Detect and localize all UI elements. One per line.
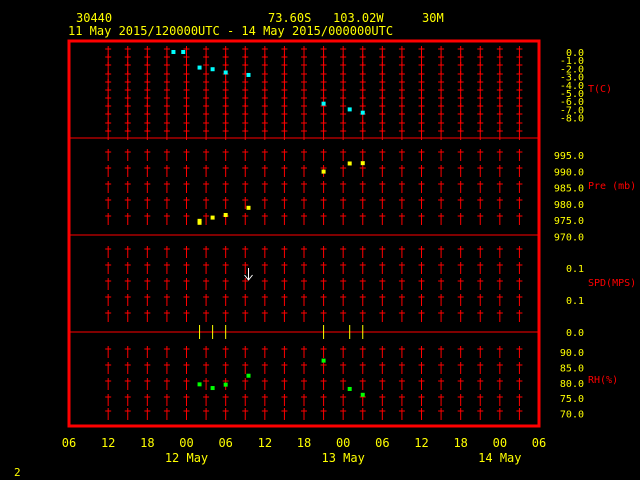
x-tick-label: 00 bbox=[179, 436, 193, 450]
x-date-label: 14 May bbox=[478, 451, 521, 465]
temperature-data-point bbox=[197, 65, 202, 70]
x-tick-label: 12 bbox=[258, 436, 272, 450]
pressure-data-point bbox=[210, 215, 215, 220]
temperature-data-point bbox=[321, 101, 326, 106]
humidity-data-point bbox=[246, 373, 251, 378]
x-tick-label: 06 bbox=[218, 436, 232, 450]
humidity-tick-label: 90.0 bbox=[560, 348, 584, 359]
humidity-tick-label: 75.0 bbox=[560, 394, 584, 405]
humidity-data-point bbox=[197, 382, 202, 387]
temperature-tick-label: -2.0 bbox=[560, 64, 584, 75]
wind-tick-label: 0.0 bbox=[566, 328, 584, 339]
panel-labels: T(C) Pre (mb) SPD(MPS) RH(%) bbox=[588, 84, 636, 386]
x-tick-label: 06 bbox=[375, 436, 389, 450]
temperature-panel-label: T(C) bbox=[588, 84, 612, 95]
station-location: 73.60S 103.02W bbox=[268, 11, 384, 25]
humidity-panel-label: RH(%) bbox=[588, 375, 618, 386]
station-id: 30440 bbox=[76, 11, 112, 25]
temperature-tick-label: -1.0 bbox=[560, 56, 584, 67]
temperature-data-point bbox=[171, 50, 176, 54]
pressure-tick-label: 995.0 bbox=[554, 151, 584, 162]
wind-tick-label: 0.1 bbox=[566, 296, 584, 307]
time-range: 11 May 2015/120000UTC - 14 May 2015/0000… bbox=[68, 24, 393, 38]
temperature-data-point bbox=[347, 107, 352, 112]
temperature-data-point bbox=[210, 67, 215, 72]
pressure-data-point bbox=[321, 169, 326, 174]
pressure-panel-label: Pre (mb) bbox=[588, 181, 636, 192]
temperature-tick-label: -8.0 bbox=[560, 114, 584, 125]
x-tick-label: 06 bbox=[62, 436, 76, 450]
x-tick-label: 18 bbox=[140, 436, 154, 450]
pressure-data-point bbox=[223, 212, 228, 217]
sampling-interval: 30M bbox=[422, 11, 444, 25]
data-marks bbox=[171, 50, 365, 397]
temperature-tick-label: -5.0 bbox=[560, 89, 584, 100]
x-date-label: 12 May bbox=[165, 451, 208, 465]
x-tick-label: 06 bbox=[532, 436, 546, 450]
x-tick-label: 00 bbox=[493, 436, 507, 450]
pressure-tick-label: 990.0 bbox=[554, 167, 584, 178]
x-axis-tick-labels: 06 12 18 00 06 12 18 00 06 12 18 00 06 bbox=[62, 436, 546, 450]
humidity-tick-label: 85.0 bbox=[560, 363, 584, 374]
temperature-tick-label: -6.0 bbox=[560, 97, 584, 108]
panel-separators bbox=[69, 137, 539, 333]
pressure-data-point bbox=[360, 161, 365, 166]
x-tick-label: 12 bbox=[101, 436, 115, 450]
x-tick-label: 18 bbox=[453, 436, 467, 450]
temperature-tick-label: 0.0 bbox=[566, 48, 584, 59]
pressure-tick-label: 980.0 bbox=[554, 200, 584, 211]
humidity-data-point bbox=[321, 358, 326, 363]
temperature-data-point bbox=[181, 50, 186, 54]
humidity-data-point bbox=[210, 386, 215, 391]
x-tick-label: 00 bbox=[336, 436, 350, 450]
x-axis-date-labels: 12 May 13 May 14 May bbox=[165, 451, 522, 465]
wind-tick-label: 0.1 bbox=[566, 264, 584, 275]
temperature-data-point bbox=[246, 72, 251, 77]
humidity-tick-label: 70.0 bbox=[560, 410, 584, 421]
x-tick-label: 12 bbox=[414, 436, 428, 450]
right-axis-ticks: 0.0-1.0-2.0-3.0-4.0-5.0-6.0-7.0-8.0995.0… bbox=[554, 48, 584, 421]
humidity-tick-label: 80.0 bbox=[560, 379, 584, 390]
temperature-tick-label: -4.0 bbox=[560, 81, 584, 92]
temperature-tick-label: -3.0 bbox=[560, 73, 584, 84]
pressure-tick-label: 970.0 bbox=[554, 233, 584, 244]
humidity-data-point bbox=[347, 386, 352, 391]
pressure-tick-label: 975.0 bbox=[554, 216, 584, 227]
temperature-tick-label: -7.0 bbox=[560, 105, 584, 116]
pressure-data-point bbox=[197, 218, 202, 223]
plot-frame bbox=[67, 39, 541, 428]
temperature-data-point bbox=[223, 70, 228, 75]
humidity-data-point bbox=[223, 382, 228, 387]
pressure-data-point bbox=[246, 205, 251, 210]
x-date-label: 13 May bbox=[321, 451, 364, 465]
wind-panel-label: SPD(MPS) bbox=[588, 278, 636, 289]
humidity-data-point bbox=[360, 392, 365, 397]
temperature-data-point bbox=[360, 110, 365, 115]
plot-grid bbox=[105, 46, 523, 420]
wind-direction-arrow bbox=[244, 268, 253, 281]
page-number: 2 bbox=[14, 466, 21, 479]
x-tick-label: 18 bbox=[297, 436, 311, 450]
pressure-data-point bbox=[347, 161, 352, 166]
pressure-tick-label: 985.0 bbox=[554, 184, 584, 195]
